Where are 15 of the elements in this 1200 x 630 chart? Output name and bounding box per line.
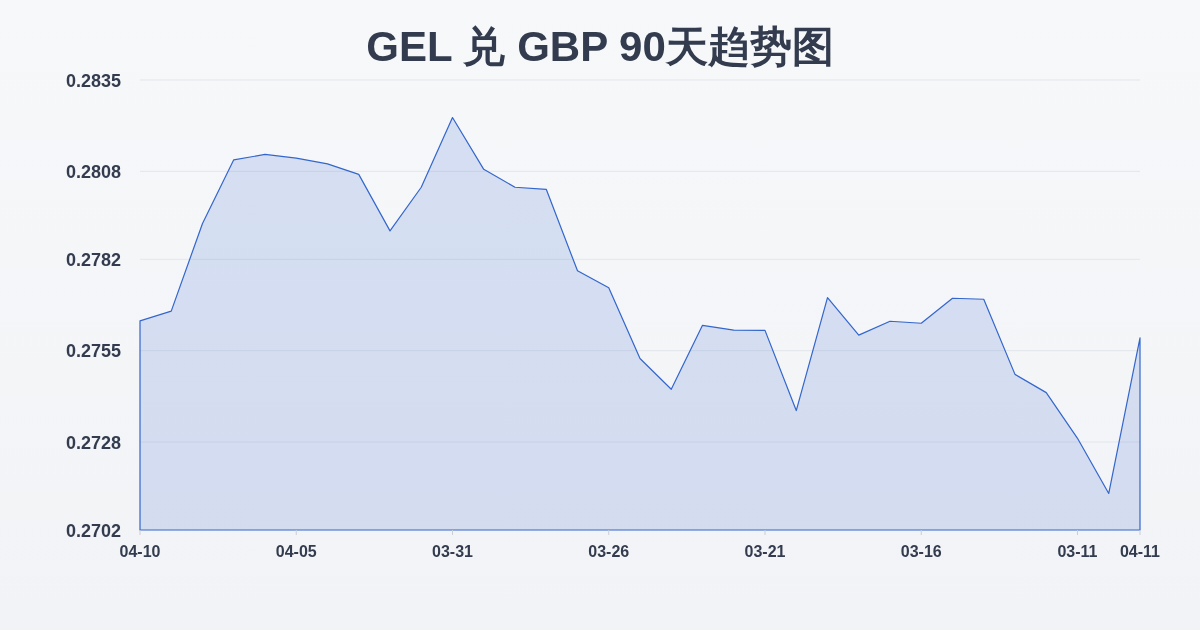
x-tick-label: 03-26: [588, 543, 630, 560]
x-tick-label: 03-11: [1057, 543, 1098, 560]
title: GEL 兑 GBP 90天趋势图: [366, 23, 834, 70]
y-tick-label: 0.2702: [65, 520, 121, 541]
x-tick-label: 04-11: [1120, 543, 1160, 560]
x-tick-label: 03-21: [744, 543, 786, 560]
x-tick-label: 03-16: [900, 543, 942, 560]
y-tick-label: 0.2755: [65, 341, 121, 362]
y-tick-label: 0.2835: [65, 70, 121, 91]
y-tick-label: 0.2808: [65, 161, 121, 182]
x-tick-label: 03-31: [432, 543, 473, 560]
y-tick-label: 0.2782: [65, 249, 121, 270]
x-tick-label: 04-05: [275, 543, 317, 560]
y-tick-label: 0.2728: [65, 432, 121, 453]
x-tick-label: 04-10: [119, 543, 161, 560]
